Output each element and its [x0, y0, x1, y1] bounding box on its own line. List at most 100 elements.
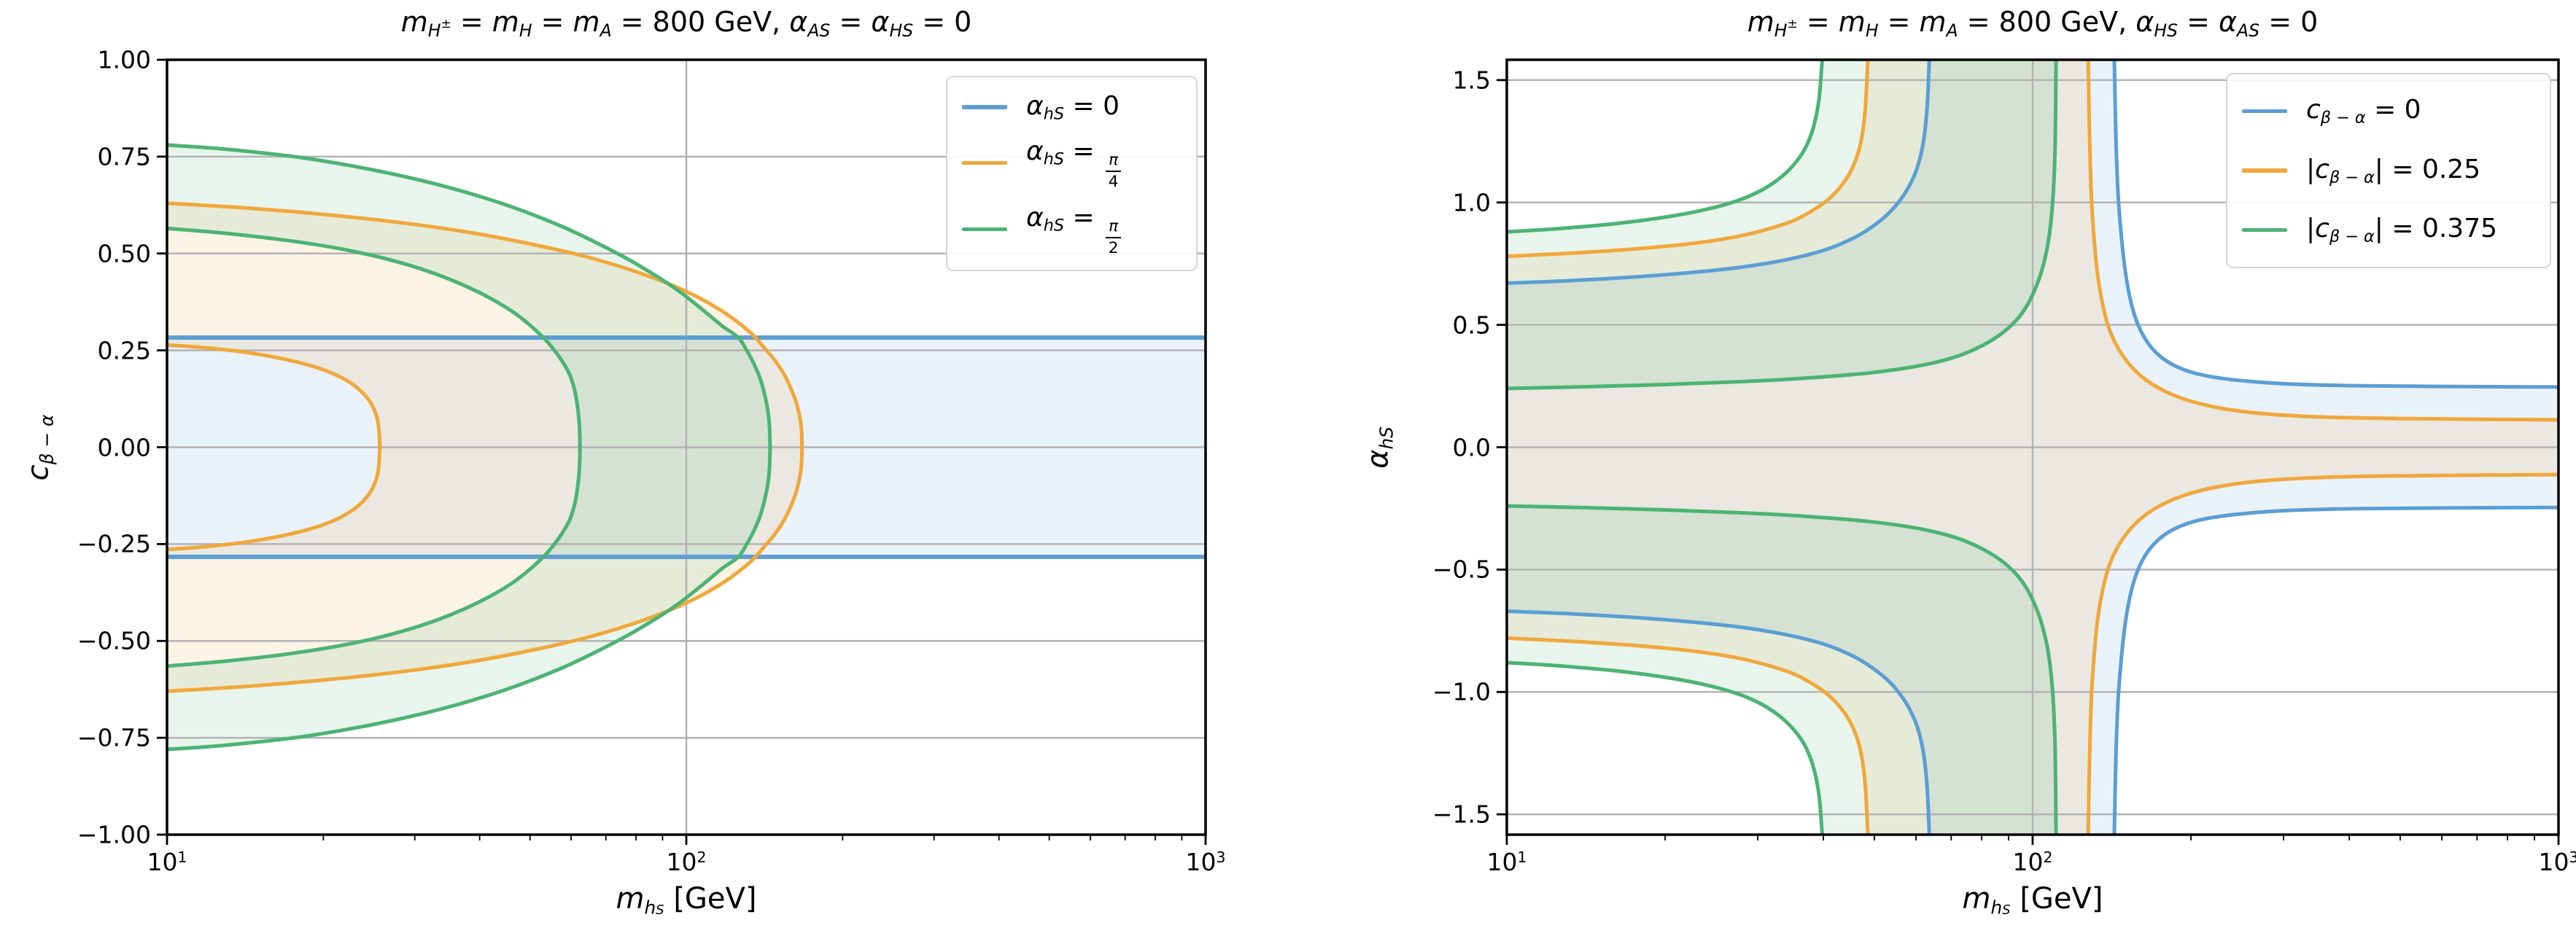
y-tick-label: 0.75 [97, 142, 151, 171]
text-segment: m [616, 882, 645, 916]
text-segment: m [492, 6, 519, 38]
text-segment: A [1946, 20, 1958, 42]
contour-orange [2086, 472, 2558, 835]
text-segment: S [2002, 902, 2011, 918]
text-segment: hS [1043, 149, 1065, 169]
legend-label: αhS = 0 [1026, 91, 1120, 124]
y-tick-label: −0.75 [77, 723, 151, 752]
fraction-denominator: 4 [1108, 172, 1119, 191]
x-tick-label: 103 [1185, 848, 1225, 876]
legend-item: |cβ − α| = 0.375 [2242, 214, 2535, 246]
x-tick-base: 10 [666, 848, 697, 876]
x-tick-base: 10 [147, 848, 178, 876]
text-segment: S [656, 902, 664, 918]
region-green [167, 144, 771, 750]
legend-item: cβ − α = 0 [2242, 95, 2535, 128]
text-segment: = [1797, 6, 1839, 38]
legend-line-swatch [962, 105, 1007, 109]
text-segment: | [2306, 154, 2316, 184]
text-segment: = 0 [2365, 95, 2421, 125]
text-segment: = [532, 6, 573, 38]
text-segment: hS [1376, 426, 1397, 450]
contour-orange [2086, 60, 2558, 422]
y-tick-label: −1.5 [1432, 800, 1491, 829]
text-segment: = [1064, 136, 1103, 166]
x-tick-label: 102 [666, 848, 706, 876]
text-segment: H [427, 20, 441, 42]
x-tick-base: 10 [1486, 848, 1518, 876]
y-tick-label: 0.5 [1452, 311, 1491, 340]
text-segment: m [1747, 6, 1774, 38]
text-segment: ± [441, 16, 451, 31]
x-tick-exponent: 2 [697, 848, 707, 866]
y-tick-label: −0.25 [77, 529, 151, 558]
y-tick-label: 0.25 [97, 336, 151, 365]
y-tick-label: −1.0 [1432, 677, 1491, 706]
y-tick-label: −0.5 [1432, 555, 1491, 584]
text-segment: m [1919, 6, 1947, 38]
text-segment: hS [1043, 104, 1065, 124]
text-segment: = 800 GeV, [1958, 6, 2136, 38]
contour-green [167, 226, 582, 668]
legend-item: αhS = 0 [962, 91, 1182, 124]
text-segment: α [1026, 202, 1044, 233]
text-segment: β − α [2329, 227, 2375, 246]
x-axis-label-left: mhS [GeV] [616, 882, 756, 918]
y-axis-label-right: αhS [1361, 426, 1397, 469]
y-tick-label: 0.00 [97, 433, 151, 461]
y-tick-label: 0.0 [1452, 433, 1491, 461]
y-tick-label: −1.00 [77, 820, 151, 849]
text-segment: α [1361, 449, 1395, 469]
text-segment: β − α [2320, 109, 2366, 128]
text-segment: A [600, 20, 612, 42]
text-segment: = 0 [2259, 6, 2319, 38]
text-segment: α [1026, 90, 1044, 121]
fraction-denominator: 2 [1108, 238, 1119, 257]
text-segment: | = 0.25 [2374, 154, 2481, 184]
legend-item: |cβ − α| = 0.25 [2242, 155, 2535, 187]
contour-orange [167, 201, 804, 693]
y-tick-label: 0.50 [97, 239, 151, 268]
contour-blue [1507, 60, 1931, 285]
x-tick-base: 10 [2012, 848, 2044, 876]
x-tick-label: 102 [2012, 848, 2052, 876]
text-segment: AS [2237, 20, 2260, 42]
y-tick-label: 1.00 [97, 45, 151, 74]
text-segment: | = 0.375 [2374, 213, 2498, 243]
text-segment: α [2135, 6, 2154, 38]
text-segment: α [1026, 136, 1044, 166]
x-tick-exponent: 1 [177, 848, 187, 866]
x-tick-base: 10 [2538, 848, 2569, 876]
text-segment: = 800 GeV, [611, 6, 790, 38]
contour-green [1507, 60, 1824, 234]
text-segment: = [1878, 6, 1920, 38]
x-tick-exponent: 2 [2043, 848, 2053, 866]
text-segment: ± [1787, 16, 1798, 31]
fraction-numerator: π [1106, 152, 1122, 172]
text-segment: α [871, 6, 890, 38]
text-segment: c [2315, 213, 2329, 243]
text-segment: | [2306, 213, 2316, 243]
x-tick-exponent: 3 [1216, 848, 1226, 866]
text-segment: m [573, 6, 600, 38]
text-segment: h [644, 897, 656, 918]
contour-blue [2112, 505, 2558, 835]
contour-orange [167, 343, 382, 552]
text-segment: α [2218, 6, 2238, 38]
x-tick-base: 10 [1185, 848, 1217, 876]
panel-title-right: mH± = mH = mA = 800 GeV, αHS = αAS = 0 [1747, 6, 2319, 41]
text-segment: β − α [2329, 168, 2375, 187]
contour-orange [1507, 636, 1870, 835]
text-segment: = [1064, 202, 1103, 233]
text-segment: c [2306, 95, 2321, 125]
text-segment: = [451, 6, 492, 38]
contour-orange [1507, 60, 1870, 259]
text-segment: AS [807, 20, 831, 42]
text-segment: h [1990, 897, 2003, 918]
legend-line-swatch [962, 227, 1007, 232]
text-segment: H [519, 20, 532, 42]
